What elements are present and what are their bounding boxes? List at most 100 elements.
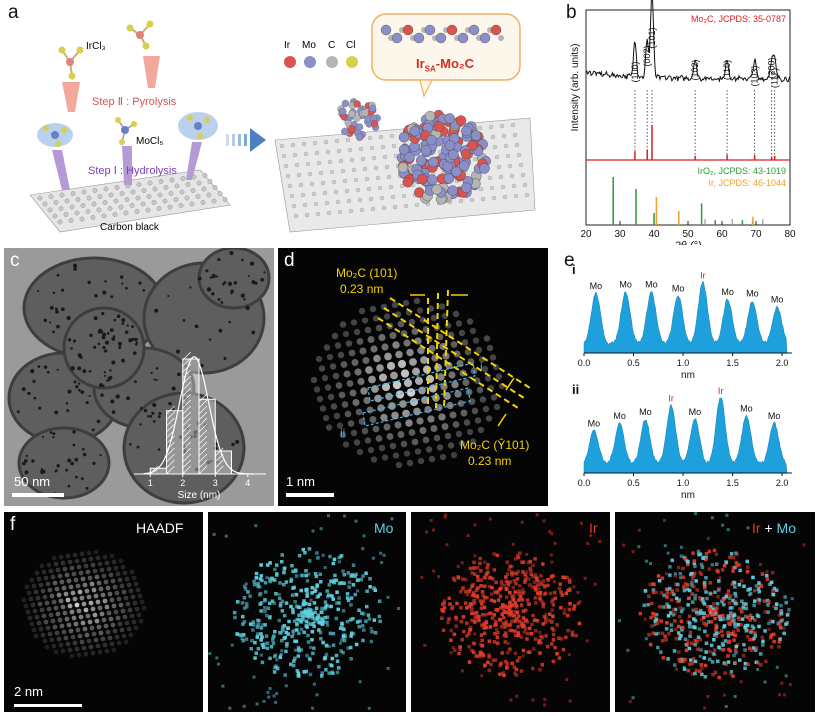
eds-noise-pixel [390,517,394,521]
eds-pixel [372,618,377,622]
haadf-atom [70,590,76,596]
eds-noise-pixel [538,630,542,634]
eds-pixel [334,653,339,658]
nanoparticle-dot [72,430,76,434]
atom-column [381,343,389,351]
eds-pixel [539,574,543,578]
eds-pixel [484,620,488,624]
nanoparticle-dot [200,363,204,368]
eds-noise-pixel [224,534,228,538]
eds-pixel [753,618,757,622]
eds-pixel [314,574,319,579]
eds-noise-pixel [451,646,455,650]
eds-pixel [726,589,731,593]
eds-pixel [531,574,535,579]
eds-noise-pixel [311,706,315,710]
haadf-atom [109,641,115,647]
haadf-atom [66,622,72,628]
eds-pixel [506,611,510,615]
eds-pixel [765,577,770,582]
eds-pixel [339,581,344,585]
eds-pixel [470,571,474,575]
eds-pixel [772,639,776,644]
eds-pixel [499,579,504,584]
eds-pixel [278,604,283,608]
nanoparticle-dot [96,419,101,424]
eds-pixel [758,652,763,656]
eds-pixel [673,574,677,578]
eds-pixel [722,602,726,607]
process-arrow-icon [226,128,266,152]
panel-label-e: e [564,250,575,271]
eds-pixel [774,606,778,610]
eds-pixel [533,557,537,561]
eds-pixel [492,599,497,603]
haadf-atom [45,625,51,631]
haadf-atom [64,616,70,622]
eds-noise-pixel [643,617,647,621]
atom-column [389,442,397,450]
atom-column [325,424,333,431]
eds-pixel [534,588,538,592]
eds-noise-pixel [230,643,234,647]
atom-column [427,415,435,423]
eds-pixel [714,634,719,638]
eds-pixel [305,653,309,658]
eds-pixel [741,606,746,610]
atom-column [414,448,422,455]
nanoparticle-dot [142,289,146,292]
eds-pixel [709,620,713,624]
nanoparticle-dot [25,454,29,458]
eds-pixel [506,583,511,587]
step1-label: Step Ⅰ : Hydrolysis [88,165,177,177]
eds-pixel [471,582,475,587]
eds-pixel [679,554,684,558]
haadf-atom [81,601,87,607]
eds-pixel [516,553,520,558]
eds-pixel [277,618,281,623]
nanoparticle-dot [182,445,187,450]
product-ir: Ir [416,56,425,71]
eds-noise-pixel [752,626,756,630]
eds-pixel [762,599,767,603]
eds-pixel [300,610,304,615]
eds-pixel [502,616,506,620]
eds-pixel [555,623,559,627]
eds-noise-pixel [626,648,630,652]
eds-noise-pixel [509,698,513,702]
eds-pixel [370,630,374,634]
eds-pixel [355,578,360,583]
eds-pixel [686,668,691,673]
atom-column [474,417,482,424]
eds-noise-pixel [380,561,384,564]
eds-pixel [726,617,730,621]
eds-pixel [240,601,245,605]
eds-pixel [568,588,572,592]
eds-pixel [516,625,520,629]
nanoparticle-dot [88,394,91,398]
hist-hatch [182,399,191,409]
eds-pixel [256,646,261,651]
xrd-xlabel: 2θ (°) [674,240,702,245]
eds-pixel [782,631,786,636]
xrd-tick-label: 40 [648,229,660,240]
eds-pixel [700,597,705,601]
eds-noise-pixel [252,675,256,679]
eds-pixel [271,641,276,646]
haadf-atom [36,576,42,582]
eds-noise-pixel [483,560,487,564]
eds-pixel [777,645,781,649]
hist-hatch [215,459,224,469]
haadf-atom [77,633,83,639]
haadf-atom [39,563,45,569]
atom-column [366,406,374,414]
haadf-atom [109,553,115,559]
eds-pixel [557,586,562,591]
haadf-atom [85,613,91,619]
eds-pixel [570,630,575,634]
eds-noise-pixel [473,632,477,636]
eds-noise-pixel [307,572,311,576]
eds-noise-pixel [663,518,666,522]
eds-pixel [750,624,755,628]
eds-noise-pixel [703,706,707,710]
